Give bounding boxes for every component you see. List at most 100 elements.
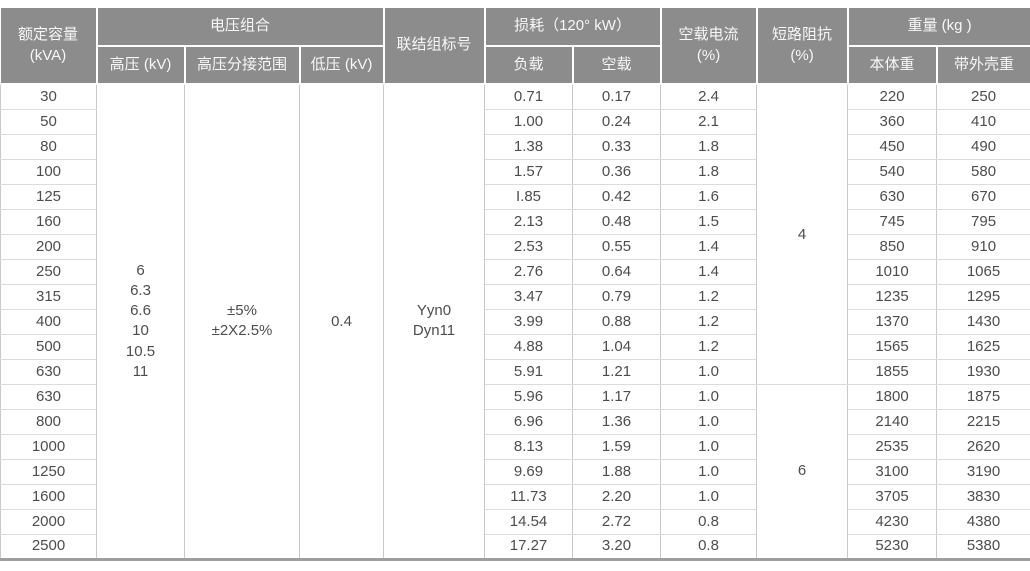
cell-shell-weight: 1430 [936, 308, 1030, 335]
table-row: 2500 17.27 3.20 0.8 5230 5380 [0, 533, 1030, 560]
cell-no-load-current: 1.0 [660, 433, 758, 460]
header-weight: 重量 (kg ) [846, 8, 1030, 47]
cell-no-load-current: 1.0 [660, 383, 758, 410]
cell-no-load-loss: 0.64 [572, 258, 662, 285]
header-short-circuit-impedance-line1: 短路阻抗 [772, 26, 833, 44]
cell-shell-weight: 3830 [936, 483, 1030, 510]
cell-shell-weight: 490 [936, 133, 1030, 160]
cell-body-weight: 630 [847, 183, 938, 210]
header-loss-no-load: 空载 [571, 45, 662, 85]
cell-no-load-loss: 1.04 [572, 333, 662, 360]
cell-no-load-current: 1.4 [660, 258, 758, 285]
cell-no-load-loss: 1.88 [572, 458, 662, 485]
table-row: 50 1.00 0.24 2.1 360 410 [0, 108, 1030, 135]
table-row: 80 1.38 0.33 1.8 450 490 [0, 133, 1030, 160]
cell-shell-weight: 1625 [936, 333, 1030, 360]
cell-no-load-loss: 0.55 [572, 233, 662, 260]
cell-rated-capacity: 30 [0, 84, 97, 110]
cell-no-load-loss: 2.72 [572, 508, 662, 535]
cell-load-loss: 8.13 [484, 433, 574, 460]
cell-hv-tap-range: ±5% ±2X2.5% [184, 84, 300, 560]
table-header: 额定容量 (kVA) 电压组合 联结组标号 损耗（120° kW） 空载电流 (… [0, 8, 1030, 85]
cell-body-weight: 1855 [847, 358, 938, 385]
header-loss-load: 负载 [483, 45, 574, 85]
header-rated-capacity-line1: 额定容量 [17, 26, 78, 44]
cell-no-load-current: 1.0 [660, 483, 758, 510]
cell-rated-capacity: 80 [0, 133, 97, 160]
cell-load-loss: I.85 [484, 183, 574, 210]
header-weight-body: 本体重 [846, 45, 938, 85]
cell-no-load-loss: 0.79 [572, 283, 662, 310]
header-weight-with-shell: 带外壳重 [935, 45, 1030, 85]
cell-shell-weight: 1930 [936, 358, 1030, 385]
cell-load-loss: 17.27 [484, 533, 574, 560]
table-body: 30 6 6.3 6.6 10 10.5 11 ±5% ±2X2.5% 0.4 Yyn0 Dyn11 0… [0, 84, 1030, 560]
cell-no-load-loss: 1.36 [572, 408, 662, 435]
cell-load-loss: 1.38 [484, 133, 574, 160]
cell-load-loss: 9.69 [484, 458, 574, 485]
table-row: 30 6 6.3 6.6 10 10.5 11 ±5% ±2X2.5% 0.4 Yyn0 Dyn11 0… [0, 84, 1030, 560]
cell-shell-weight: 910 [936, 233, 1030, 260]
cell-no-load-current: 1.4 [660, 233, 758, 260]
cell-body-weight: 850 [847, 233, 938, 260]
cell-no-load-loss: 3.20 [572, 533, 662, 560]
cell-load-loss: 6.96 [484, 408, 574, 435]
table-row: 1600 11.73 2.20 1.0 3705 3830 [0, 483, 1030, 510]
cell-body-weight: 450 [847, 133, 938, 160]
cell-load-loss: 2.13 [484, 208, 574, 235]
header-loss: 损耗（120° kW） [483, 8, 662, 47]
cell-no-load-current: 1.2 [660, 283, 758, 310]
header-hv-tap-range: 高压分接范围 [183, 45, 301, 85]
cell-no-load-current: 2.1 [660, 108, 758, 135]
cell-vector-group: Yyn0 Dyn11 [383, 84, 486, 560]
table-row: 160 2.13 0.48 1.5 745 795 [0, 208, 1030, 235]
cell-shell-weight: 2620 [936, 433, 1030, 460]
header-rated-capacity-line2: (kVA) [29, 46, 67, 64]
cell-no-load-current: 1.0 [660, 408, 758, 435]
table-row: 200 2.53 0.55 1.4 850 910 [0, 233, 1030, 260]
cell-load-loss: 0.71 [484, 84, 574, 110]
table-row: 2000 14.54 2.72 0.8 4230 4380 [0, 508, 1030, 535]
cell-no-load-current: 1.2 [660, 308, 758, 335]
cell-no-load-current: 0.8 [660, 508, 758, 535]
cell-shell-weight: 4380 [936, 508, 1030, 535]
cell-no-load-loss: 0.42 [572, 183, 662, 210]
cell-body-weight: 1370 [847, 308, 938, 335]
cell-body-weight: 745 [847, 208, 938, 235]
cell-shell-weight: 670 [936, 183, 1030, 210]
cell-rated-capacity: 630 [0, 358, 97, 385]
cell-shell-weight: 795 [936, 208, 1030, 235]
table-row: 400 3.99 0.88 1.2 1370 1430 [0, 308, 1030, 335]
cell-shell-weight: 3190 [936, 458, 1030, 485]
header-no-load-current: 空载电流 (%) [659, 8, 758, 85]
cell-short-circuit-impedance: 4 [756, 84, 849, 385]
cell-shell-weight: 1875 [936, 383, 1030, 410]
header-short-circuit-impedance-line2: (%) [790, 46, 814, 64]
cell-body-weight: 2535 [847, 433, 938, 460]
cell-body-weight: 3100 [847, 458, 938, 485]
cell-shell-weight: 2215 [936, 408, 1030, 435]
cell-no-load-current: 1.6 [660, 183, 758, 210]
cell-no-load-current: 1.5 [660, 208, 758, 235]
cell-load-loss: 4.88 [484, 333, 574, 360]
table-row: 500 4.88 1.04 1.2 1565 1625 [0, 333, 1030, 360]
cell-no-load-loss: 0.36 [572, 158, 662, 185]
header-hv: 高压 (kV) [96, 45, 186, 85]
cell-load-loss: 2.76 [484, 258, 574, 285]
cell-no-load-loss: 0.88 [572, 308, 662, 335]
cell-no-load-loss: 1.59 [572, 433, 662, 460]
cell-load-loss: 1.00 [484, 108, 574, 135]
header-voltage-combination: 电压组合 [95, 8, 385, 47]
cell-shell-weight: 250 [936, 84, 1030, 110]
cell-rated-capacity: 1000 [0, 433, 97, 460]
cell-body-weight: 360 [847, 108, 938, 135]
cell-rated-capacity: 400 [0, 308, 97, 335]
cell-rated-capacity: 315 [0, 283, 97, 310]
cell-shell-weight: 5380 [936, 533, 1030, 560]
header-short-circuit-impedance: 短路阻抗 (%) [755, 8, 849, 85]
cell-no-load-current: 1.2 [660, 333, 758, 360]
cell-rated-capacity: 50 [0, 108, 97, 135]
cell-no-load-current: 0.8 [660, 533, 758, 560]
cell-hv-values: 6 6.3 6.6 10 10.5 11 [96, 84, 185, 560]
